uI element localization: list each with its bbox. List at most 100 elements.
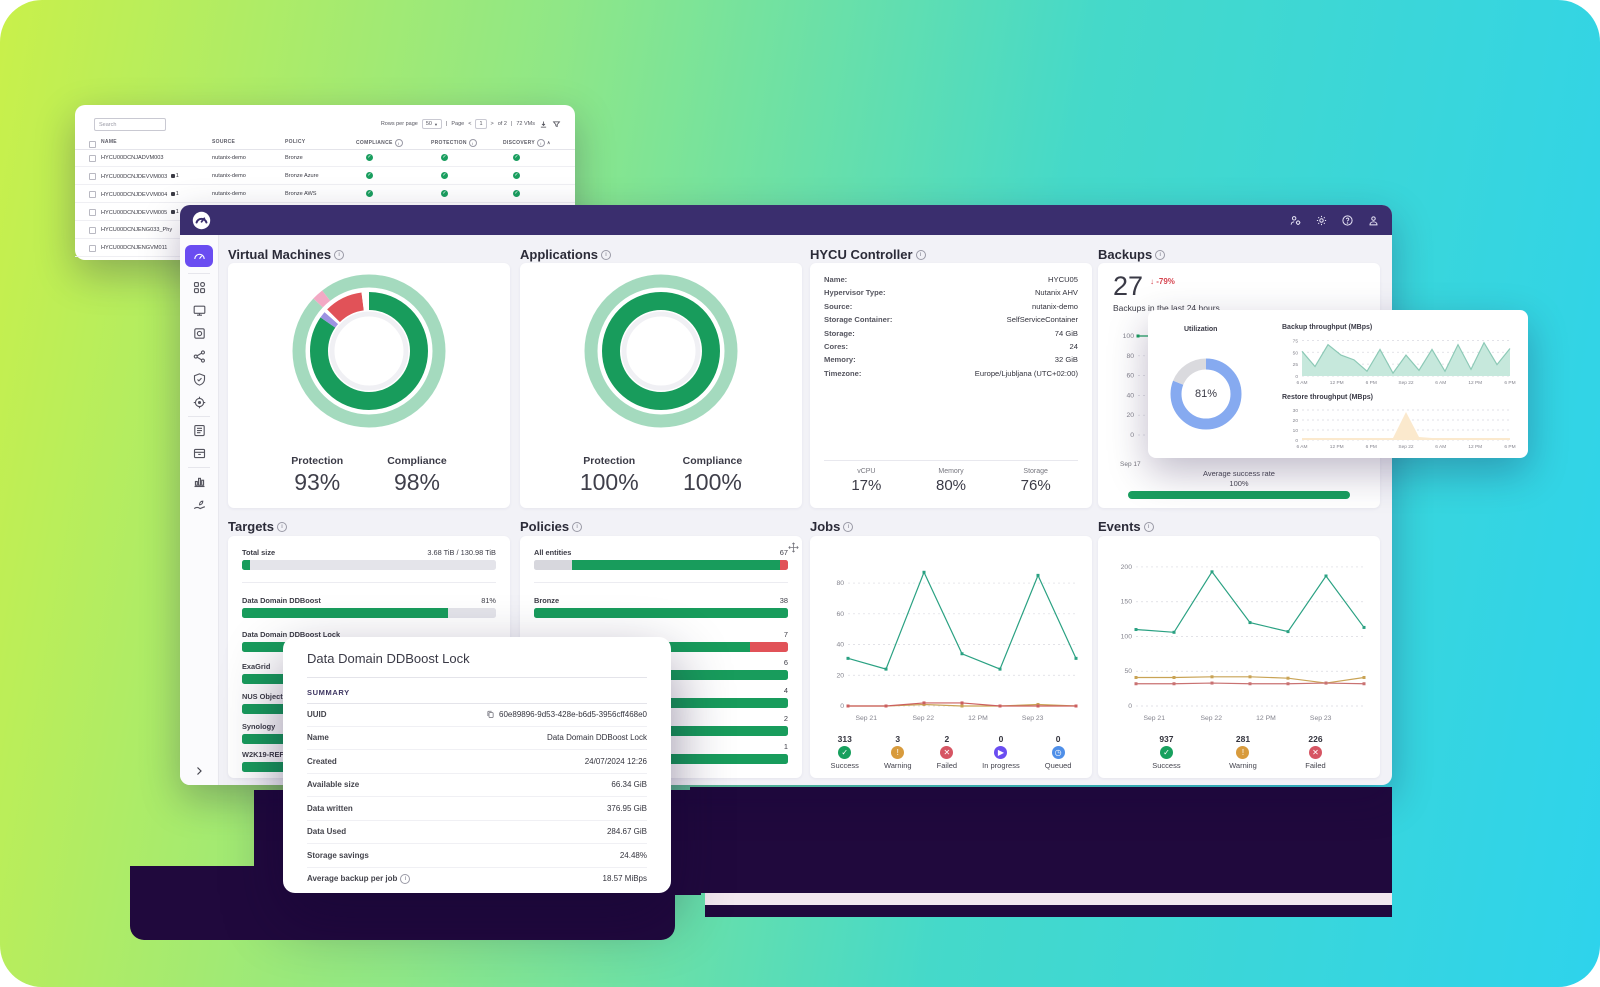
stat-count: 3 xyxy=(895,734,901,744)
sidebar-item-protection[interactable] xyxy=(180,368,218,391)
filter-icon[interactable] xyxy=(552,120,561,129)
field-label: Name: xyxy=(824,275,848,284)
stat-success[interactable]: 937 ✓ Success xyxy=(1152,734,1180,770)
sidebar-item-virtual-machines[interactable] xyxy=(180,299,218,322)
stat-failed[interactable]: 2 ✕ Failed xyxy=(937,734,957,770)
vm-name: HYCU00DCNJENG033_Phy xyxy=(101,226,173,233)
bar-segment xyxy=(534,608,788,618)
column-source[interactable]: SOURCE xyxy=(212,139,236,145)
vm-name: HYCU00DCNJDEVVM005 1 xyxy=(101,208,179,216)
row-checkbox[interactable] xyxy=(89,227,96,234)
column-name[interactable]: NAME xyxy=(101,139,117,145)
user-management-icon[interactable] xyxy=(1289,214,1302,227)
bar-row[interactable]: Data Domain DDBoost 81% xyxy=(242,596,496,618)
sidebar-expand-button[interactable] xyxy=(180,765,218,777)
detail-label: Available size xyxy=(307,780,360,790)
stat-warning[interactable]: 3! Warning xyxy=(884,734,912,770)
field-label: Source: xyxy=(824,301,853,311)
stat-label: Warning xyxy=(883,761,912,770)
svg-text:12 PM: 12 PM xyxy=(1468,444,1482,450)
bar-label: NUS Object xyxy=(242,692,283,701)
row-checkbox[interactable] xyxy=(89,209,96,216)
sidebar-item-archive[interactable] xyxy=(180,442,218,465)
search-input[interactable]: Search xyxy=(94,118,166,131)
stat-success[interactable]: 313 ✓ Success xyxy=(831,734,859,770)
vm-name: HYCU00DCNJDEVVM003 1 xyxy=(101,172,179,180)
table-row[interactable]: HYCU00DCNJDEVVM003 1 nutanix-demo Bronze A… xyxy=(75,167,575,185)
sidebar-item-reports[interactable] xyxy=(180,470,218,493)
copy-icon[interactable] xyxy=(486,710,495,719)
popup-row-data-used: Data Used 284.67 GiB xyxy=(307,821,647,844)
column-policy[interactable]: POLICY xyxy=(285,139,306,145)
bar-row[interactable]: All entities 67 xyxy=(534,548,788,570)
info-icon[interactable]: i xyxy=(1143,521,1154,532)
svg-text:Sep 21: Sep 21 xyxy=(855,715,877,722)
sidebar-item-dashboard[interactable] xyxy=(185,245,213,267)
stat-failed[interactable]: 226 ✕ Failed xyxy=(1305,734,1325,770)
platform-strip xyxy=(705,893,1392,905)
popup-row-available-size: Available size 66.34 GiB xyxy=(307,774,647,797)
info-icon[interactable]: i xyxy=(277,521,287,532)
protection-value: 100% xyxy=(579,469,639,495)
bar-segment xyxy=(780,560,788,570)
hycu-logo[interactable] xyxy=(192,211,211,230)
stat-value: 80% xyxy=(935,477,967,494)
sidebar xyxy=(180,235,219,785)
download-icon[interactable] xyxy=(539,120,548,129)
table-row[interactable]: HYCU00DCNJDEVVM004 1 nutanix-demo Bronze A… xyxy=(75,185,575,203)
help-icon[interactable] xyxy=(1341,214,1354,227)
controller-field: Source: nutanix-demo xyxy=(824,302,1078,311)
column-protection[interactable]: PROTECTION i xyxy=(431,139,477,147)
cross-icon: ✕ xyxy=(1309,746,1323,759)
info-icon[interactable]: i xyxy=(601,249,612,260)
svg-text:40: 40 xyxy=(836,642,844,649)
row-checkbox[interactable] xyxy=(89,173,96,180)
vm-name: HYCU00DCNJADVM003 xyxy=(101,154,164,161)
sidebar-item-shares[interactable] xyxy=(180,345,218,368)
separator: | xyxy=(445,121,448,127)
row-checkbox[interactable] xyxy=(89,155,96,162)
sidebar-item-targets[interactable] xyxy=(180,391,218,414)
prev-page-button[interactable]: < xyxy=(468,121,472,127)
svg-text:12 PM: 12 PM xyxy=(968,715,988,722)
table-row[interactable]: HYCU00DCNJADVM003 nutanix-demo Bronze ✓ ✓ ✓ xyxy=(75,149,575,167)
info-icon[interactable]: i xyxy=(915,249,926,260)
select-all-checkbox[interactable] xyxy=(89,141,96,148)
row-checkbox[interactable] xyxy=(89,245,96,252)
column-compliance[interactable]: COMPLIANCE i xyxy=(356,139,403,147)
sidebar-item-self-service[interactable] xyxy=(180,493,218,516)
sidebar-item-apps-grid[interactable] xyxy=(180,276,218,299)
row-checkbox[interactable] xyxy=(89,191,96,198)
page-count: of 2 xyxy=(497,121,507,127)
info-icon[interactable]: i xyxy=(1155,249,1166,260)
info-icon[interactable]: i xyxy=(843,521,854,532)
info-icon[interactable]: i xyxy=(400,873,411,884)
backup-throughput-title: Backup throughput (MBps) xyxy=(1282,324,1373,331)
info-icon[interactable]: i xyxy=(334,249,345,260)
bar-row[interactable]: Total size 3.68 TiB / 130.98 TiB xyxy=(242,548,496,570)
stat-warning[interactable]: 281! Warning xyxy=(1229,734,1257,770)
stat-label: Failed xyxy=(1305,761,1326,770)
stat-in-progress[interactable]: 0 ▶ In progress xyxy=(982,734,1020,770)
next-page-button[interactable]: > xyxy=(490,121,494,127)
detail-value: 18.57 MiBps xyxy=(602,874,647,884)
column-discovery[interactable]: DISCOVERY i ∧ xyxy=(503,139,551,147)
profile-icon[interactable] xyxy=(1367,214,1380,227)
svg-text:200: 200 xyxy=(1121,564,1133,571)
stat-queued[interactable]: 0 ◷ Queued xyxy=(1045,734,1072,770)
detail-label: Created xyxy=(307,756,337,766)
sidebar-item-volumes[interactable] xyxy=(180,322,218,345)
applications-donut-chart xyxy=(581,271,741,431)
stat-count: 281 xyxy=(1235,734,1251,744)
sidebar-item-policies-list[interactable] xyxy=(180,419,218,442)
vm-badge: 1 xyxy=(170,191,179,197)
bar-track xyxy=(534,608,788,618)
info-icon[interactable]: i xyxy=(572,521,583,532)
settings-icon[interactable] xyxy=(1315,214,1328,227)
bar-row[interactable]: Bronze 38 xyxy=(534,596,788,618)
bar-segment xyxy=(242,560,250,570)
rows-per-page-select[interactable]: 50 ▼ xyxy=(421,119,442,129)
popup-row-storage-savings: Storage savings 24.48% xyxy=(307,844,647,868)
page-input[interactable]: 1 xyxy=(475,119,487,129)
protection-value: 93% xyxy=(294,469,341,495)
